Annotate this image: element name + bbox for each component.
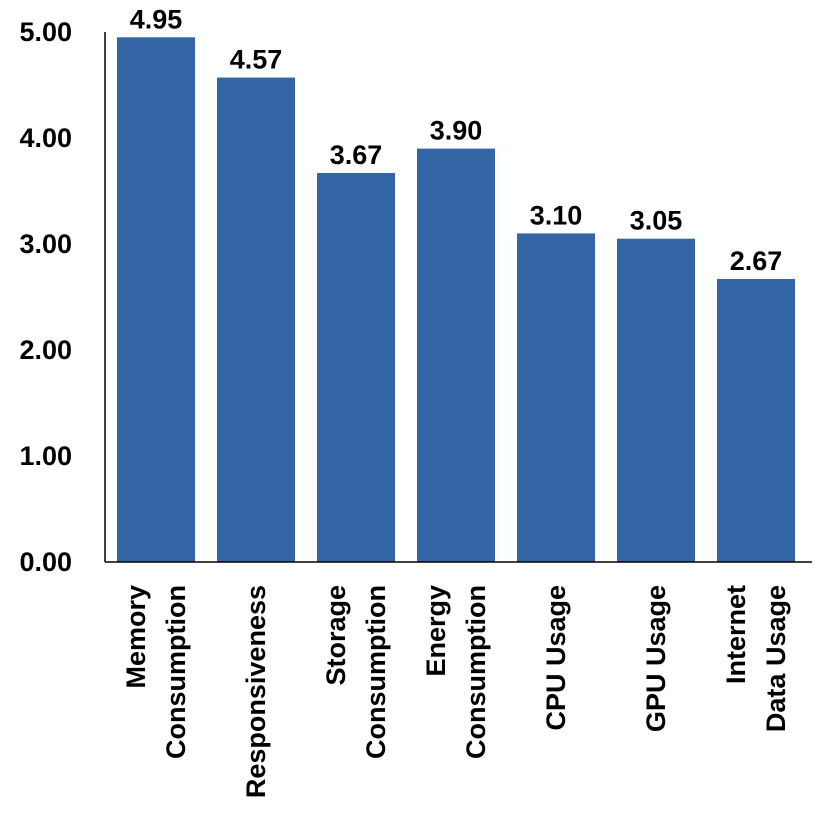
bar-value-label: 3.05 — [630, 206, 683, 236]
x-category-label-line: Internet — [721, 585, 751, 684]
x-category-label: GPU Usage — [641, 585, 671, 732]
x-category-label-line: CPU Usage — [541, 585, 571, 731]
x-category-label: Memory Consumption — [121, 585, 191, 759]
x-category-label-line: Consumption — [161, 585, 191, 759]
y-tick-label: 0.00 — [19, 547, 72, 577]
y-tick-label: 4.00 — [19, 123, 72, 153]
y-tick-label: 2.00 — [19, 335, 72, 365]
bar-value-label: 3.90 — [430, 116, 483, 146]
x-category-label: Internet Data Usage — [721, 585, 791, 732]
x-category-label: Responsiveness — [241, 585, 271, 798]
bars — [117, 37, 795, 563]
bar — [117, 37, 195, 563]
y-tick-label: 5.00 — [19, 17, 72, 47]
bar — [617, 238, 695, 562]
category-labels: Memory Consumption Responsiveness Storage Co… — [121, 585, 791, 798]
bar — [517, 233, 595, 562]
x-category-label-line: Consumption — [461, 585, 491, 759]
x-category-label-line: Consumption — [361, 585, 391, 759]
bar-value-label: 4.95 — [130, 4, 183, 34]
bar-value-label: 3.10 — [530, 200, 583, 230]
bar — [717, 278, 795, 562]
x-category-label-line: Responsiveness — [241, 585, 271, 798]
x-category-label-line: Energy — [421, 585, 451, 677]
x-category-label-line: Memory — [121, 585, 151, 689]
value-labels: 4.95 4.57 3.67 3.90 3.10 3.05 2.67 — [130, 4, 783, 276]
bar-value-label: 2.67 — [730, 246, 783, 276]
x-category-label: Energy Consumption — [421, 585, 491, 759]
bar — [317, 172, 395, 563]
x-category-label-line: Data Usage — [761, 585, 791, 732]
x-category-label: CPU Usage — [541, 585, 571, 731]
bar-value-label: 4.57 — [230, 45, 283, 75]
bar — [217, 77, 295, 562]
x-category-label-line: Storage — [321, 585, 351, 686]
y-axis-ticks: 0.00 1.00 2.00 3.00 4.00 5.00 — [19, 17, 72, 577]
bar — [417, 148, 495, 562]
bar-value-label: 3.67 — [330, 140, 383, 170]
x-category-label-line: GPU Usage — [641, 585, 671, 732]
x-category-label: Storage Consumption — [321, 585, 391, 759]
y-tick-label: 1.00 — [19, 441, 72, 471]
y-tick-label: 3.00 — [19, 229, 72, 259]
